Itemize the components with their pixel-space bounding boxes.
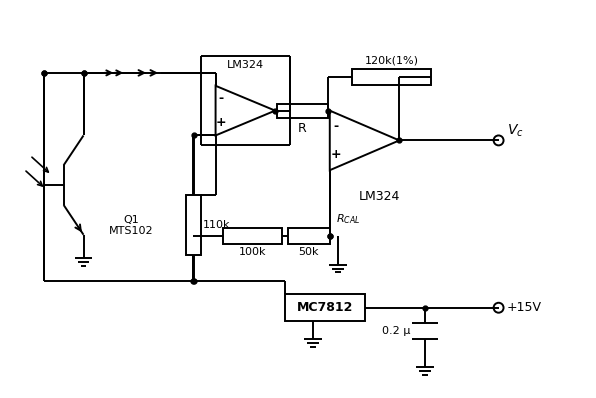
Polygon shape (216, 86, 275, 135)
Bar (222, 228, 282, 244)
Text: MC7812: MC7812 (297, 301, 353, 314)
Text: 120k(1%): 120k(1%) (364, 56, 418, 66)
Text: $V_c$: $V_c$ (507, 122, 523, 139)
Text: LM324: LM324 (359, 190, 400, 203)
Text: +: + (215, 116, 226, 129)
Bar (277, 103, 328, 117)
Bar (285, 295, 365, 321)
Bar (352, 69, 431, 85)
Bar (186, 195, 201, 255)
Polygon shape (330, 111, 399, 170)
Text: MTS102: MTS102 (109, 226, 154, 236)
Text: +: + (330, 148, 341, 161)
Text: 50k: 50k (299, 247, 319, 257)
Text: $R_{CAL}$: $R_{CAL}$ (336, 212, 360, 226)
Text: 110k: 110k (203, 220, 230, 230)
Text: -: - (333, 120, 339, 133)
Text: 100k: 100k (238, 247, 266, 257)
Text: R: R (298, 121, 307, 135)
Text: +15V: +15V (507, 301, 542, 314)
Text: Q1: Q1 (123, 215, 139, 225)
Text: 0.2 μ: 0.2 μ (381, 326, 410, 336)
Text: -: - (218, 92, 223, 105)
Bar (288, 228, 330, 244)
Text: LM324: LM324 (227, 60, 264, 70)
